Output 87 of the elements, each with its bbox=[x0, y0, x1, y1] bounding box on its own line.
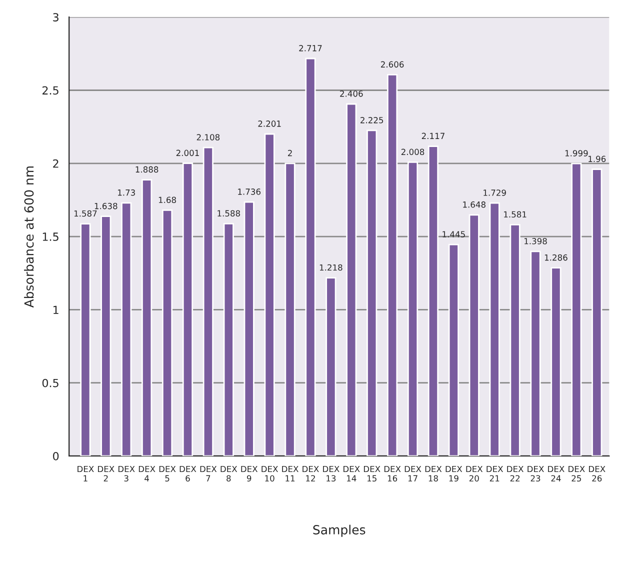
x-axis-title: Samples bbox=[313, 524, 366, 537]
x-tick-label: DEX 17 bbox=[404, 466, 422, 482]
data-label: 2.201 bbox=[258, 120, 281, 127]
bar bbox=[223, 222, 234, 456]
bar bbox=[489, 202, 500, 456]
bar bbox=[428, 146, 439, 456]
bar bbox=[80, 223, 91, 456]
bar bbox=[284, 162, 296, 456]
data-label: 2.406 bbox=[340, 90, 363, 97]
y-tick-label: 3 bbox=[53, 13, 58, 22]
data-label: 1.581 bbox=[504, 211, 526, 218]
x-tick-label: DEX 20 bbox=[466, 466, 483, 482]
x-tick-label: DEX 18 bbox=[425, 466, 442, 482]
bar bbox=[366, 130, 378, 456]
data-label: 2.108 bbox=[196, 134, 220, 140]
data-label: 1.648 bbox=[463, 201, 486, 208]
x-tick-label: DEX 15 bbox=[364, 466, 380, 482]
data-label: 1.218 bbox=[320, 264, 342, 271]
bar bbox=[244, 201, 254, 456]
x-tick-label: DEX 19 bbox=[446, 466, 462, 482]
bar bbox=[162, 210, 173, 456]
data-label: 2.225 bbox=[360, 117, 384, 124]
bar bbox=[448, 244, 459, 456]
x-tick-label: DEX 24 bbox=[548, 466, 564, 482]
data-label: 1.68 bbox=[158, 196, 176, 204]
data-label: 1.96 bbox=[588, 156, 606, 162]
bar bbox=[592, 168, 602, 456]
data-label: 1.445 bbox=[442, 231, 465, 238]
x-tick-label: DEX 1 bbox=[78, 466, 94, 482]
data-label: 1.729 bbox=[484, 190, 506, 196]
x-tick-label: DEX 9 bbox=[241, 466, 258, 482]
data-label: 2.001 bbox=[176, 150, 199, 156]
data-label: 1.286 bbox=[544, 254, 568, 261]
y-tick-label: 1.5 bbox=[42, 232, 58, 241]
x-tick-label: DEX 16 bbox=[384, 466, 401, 482]
x-tick-label: DEX 12 bbox=[302, 466, 319, 482]
data-label: 2.008 bbox=[401, 148, 424, 156]
bar bbox=[305, 58, 316, 456]
bar bbox=[510, 224, 520, 456]
x-tick-label: DEX 26 bbox=[589, 466, 606, 482]
bar bbox=[121, 202, 132, 456]
x-tick-label: DEX 11 bbox=[282, 466, 298, 482]
data-label: 1.398 bbox=[524, 238, 547, 244]
x-tick-label: DEX 13 bbox=[323, 466, 340, 482]
x-tick-label: DEX 25 bbox=[568, 466, 585, 482]
bar bbox=[530, 250, 541, 456]
bar bbox=[202, 146, 214, 456]
bar bbox=[182, 162, 194, 456]
x-tick-label: DEX 5 bbox=[159, 466, 176, 482]
data-label: 2.606 bbox=[380, 61, 404, 68]
x-tick-label: DEX 3 bbox=[118, 466, 135, 482]
data-label: 2 bbox=[288, 150, 292, 156]
bar bbox=[326, 277, 336, 456]
x-tick-label: DEX 22 bbox=[507, 466, 524, 482]
x-tick-label: DEX 21 bbox=[486, 466, 504, 482]
x-tick-label: DEX 14 bbox=[344, 466, 360, 482]
data-label: 1.73 bbox=[118, 189, 135, 196]
data-label: 2.717 bbox=[299, 45, 322, 52]
data-label: 1.888 bbox=[136, 166, 158, 173]
y-tick-label: 1 bbox=[54, 306, 58, 314]
bar bbox=[264, 133, 275, 456]
x-tick-label: DEX 10 bbox=[262, 466, 278, 482]
data-label: 1.638 bbox=[94, 202, 118, 210]
data-label: 1.587 bbox=[74, 210, 97, 217]
x-tick-label: DEX 8 bbox=[220, 466, 238, 482]
data-label: 1.999 bbox=[565, 150, 588, 156]
bar bbox=[346, 103, 357, 456]
y-tick-label: 2.5 bbox=[42, 86, 58, 95]
bar bbox=[407, 162, 418, 456]
bar bbox=[142, 179, 152, 456]
data-label: 2.117 bbox=[422, 132, 444, 139]
bar bbox=[468, 214, 480, 456]
bar bbox=[571, 162, 582, 456]
y-tick-label: 0.5 bbox=[42, 378, 58, 388]
bar bbox=[550, 267, 562, 456]
data-label: 1.588 bbox=[218, 210, 240, 217]
x-tick-label: DEX 2 bbox=[98, 466, 114, 482]
bar bbox=[100, 216, 112, 456]
y-tick-label: 0 bbox=[53, 452, 59, 460]
x-tick-label: DEX 23 bbox=[528, 466, 544, 482]
y-tick-label: 2 bbox=[53, 159, 58, 168]
bar bbox=[387, 74, 398, 456]
x-tick-label: DEX 4 bbox=[138, 466, 156, 482]
y-axis-title: Absorbance at 600 nm bbox=[24, 166, 34, 308]
data-label: 1.736 bbox=[238, 188, 261, 195]
x-tick-label: DEX 7 bbox=[200, 466, 217, 482]
x-tick-label: DEX 6 bbox=[180, 466, 196, 482]
